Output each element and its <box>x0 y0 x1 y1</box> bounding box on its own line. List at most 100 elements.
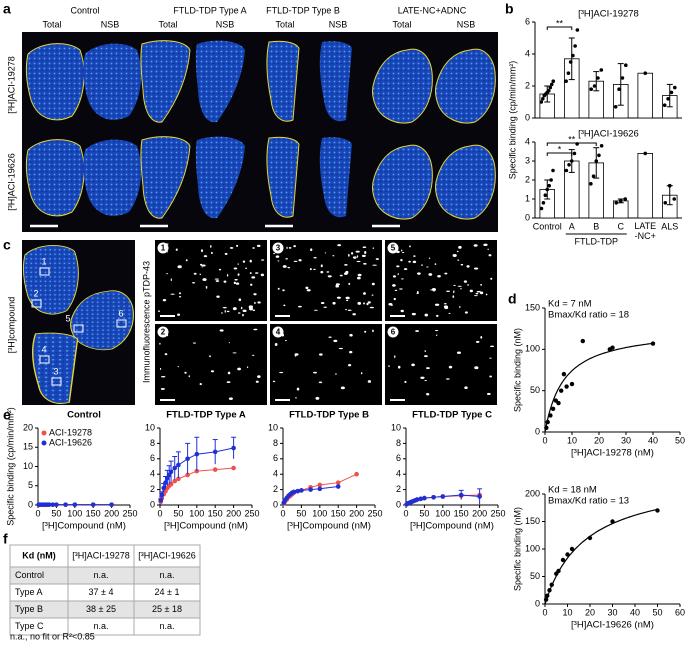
speck <box>275 255 280 258</box>
speck <box>404 380 407 383</box>
speck <box>448 365 453 369</box>
data-point <box>335 484 341 489</box>
speck <box>256 244 261 247</box>
data-point <box>569 546 575 552</box>
speck <box>434 263 437 266</box>
data-point <box>669 90 674 95</box>
speck <box>286 246 288 250</box>
speck <box>252 309 256 312</box>
data-point <box>50 502 56 507</box>
data-point <box>194 451 200 457</box>
chart-title: FTLD-TDP Type B <box>289 410 369 421</box>
data-point <box>613 105 618 109</box>
speck <box>467 283 469 286</box>
speck <box>226 381 231 384</box>
speck <box>247 366 249 369</box>
data-point <box>546 89 551 93</box>
speck <box>298 305 302 308</box>
speck <box>159 367 162 370</box>
speck <box>328 336 332 338</box>
x-tick-label: 50 <box>173 508 183 518</box>
column-label: NSB <box>101 19 120 29</box>
x-tick-label: 50 <box>675 435 685 445</box>
speck <box>166 273 168 275</box>
y-tick-label: 50 <box>530 385 540 395</box>
speck <box>435 314 439 317</box>
data-point <box>589 182 593 186</box>
table-cell: 24 ± 1 <box>155 587 180 597</box>
column-label: NSB <box>216 19 235 29</box>
speck <box>179 296 182 298</box>
x-tick-label: 150 <box>86 508 101 518</box>
speck <box>460 263 464 266</box>
region-label: 1 <box>41 256 46 266</box>
speck <box>444 303 447 305</box>
speck <box>460 287 462 290</box>
legend-marker <box>41 440 47 446</box>
x-tick-label: ALS <box>661 221 678 231</box>
speck <box>345 296 349 299</box>
x-tick-label: 250 <box>244 508 259 518</box>
speck <box>252 247 255 249</box>
speck <box>210 370 215 373</box>
y-tick-label: 6 <box>396 453 401 463</box>
speck <box>421 264 423 267</box>
y-axis-label: Specific binding (nM) <box>512 328 522 412</box>
region-box <box>51 377 62 386</box>
data-point <box>672 197 677 201</box>
region-label: 3 <box>53 366 58 376</box>
speck <box>345 308 347 311</box>
significance: * <box>558 144 562 154</box>
speck <box>193 272 197 275</box>
speck <box>214 278 220 280</box>
speck <box>272 380 276 383</box>
speck <box>254 301 256 304</box>
speck <box>426 393 430 396</box>
speck <box>363 302 365 305</box>
speck <box>426 367 430 370</box>
y-tick-label: 0 <box>273 499 278 509</box>
table-cell: n.a. <box>159 570 174 580</box>
data-point <box>544 425 549 431</box>
data-point <box>308 487 313 492</box>
group-label: FTLD-TDP Type B <box>266 5 340 15</box>
speck <box>473 267 479 270</box>
data-point <box>597 153 601 158</box>
y-tick-label: 4 <box>525 136 530 146</box>
speck <box>469 289 474 293</box>
speck <box>369 306 374 309</box>
speck <box>223 280 227 283</box>
column-label: Total <box>275 19 294 29</box>
x-tick-label: 150 <box>331 508 346 518</box>
x-tick-label: Control <box>533 221 562 231</box>
speck <box>177 265 182 269</box>
data-point <box>422 495 427 501</box>
data-point <box>589 87 593 91</box>
row-label: [³H]compound <box>6 297 16 354</box>
speck <box>234 278 238 281</box>
speck <box>296 387 300 391</box>
y-tick-label: 3 <box>525 155 530 165</box>
row-label: Immunofluorescence pTDP-43 <box>141 261 151 383</box>
speck <box>363 262 367 265</box>
speck <box>463 280 468 283</box>
annotation: Bmax/Kd ratio = 13 <box>548 496 629 507</box>
speck <box>287 266 291 269</box>
speck <box>397 273 399 275</box>
speck <box>356 276 361 280</box>
data-point <box>580 338 585 344</box>
data-point <box>549 178 553 182</box>
y-tick-label: 10 <box>23 461 33 471</box>
x-tick-label: 100 <box>435 508 450 518</box>
speck <box>408 260 411 263</box>
speck <box>222 306 227 309</box>
speck <box>288 247 292 249</box>
speck <box>356 255 359 258</box>
speck <box>199 383 202 386</box>
speck <box>412 260 417 264</box>
speck <box>185 259 188 262</box>
speck <box>430 289 432 291</box>
speck <box>336 296 341 299</box>
table-cell: 37 ± 4 <box>89 587 114 597</box>
y-tick-label: 50 <box>530 571 540 581</box>
